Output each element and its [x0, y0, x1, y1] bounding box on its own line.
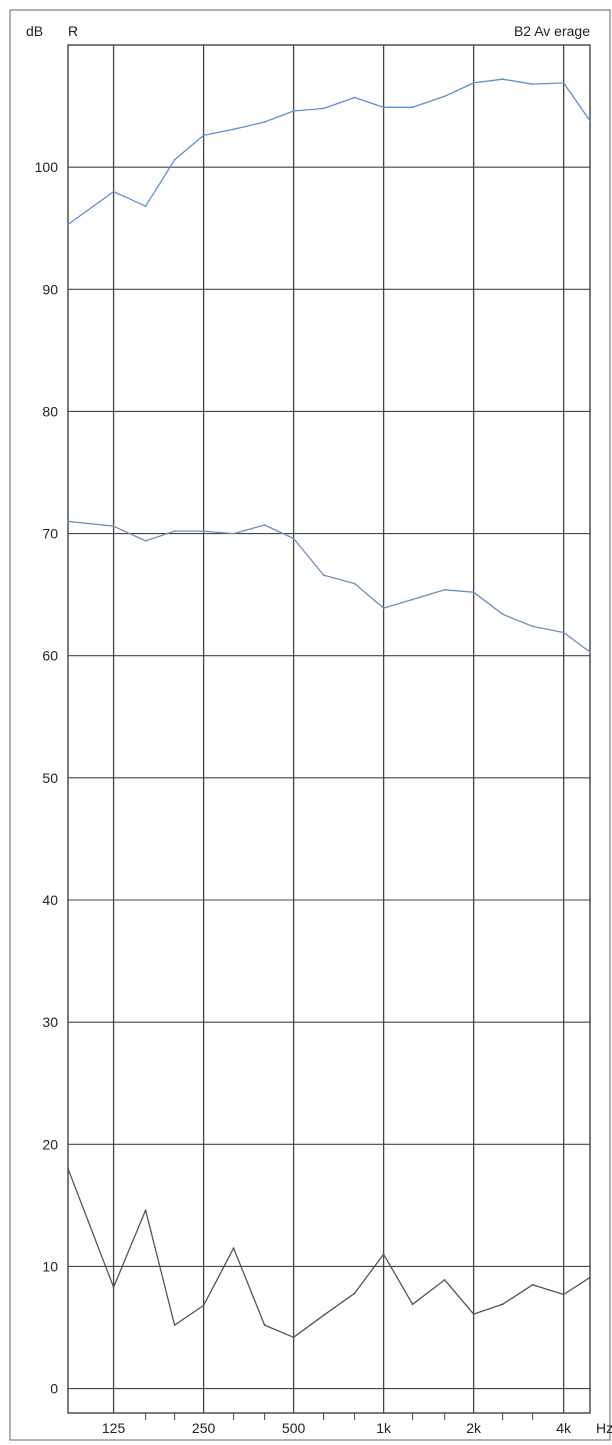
y-tick-label: 50 — [42, 770, 58, 786]
y-tick-label: 40 — [42, 892, 58, 908]
series-point — [144, 205, 147, 208]
x-unit-label: Hz — [596, 1420, 612, 1436]
series-point — [173, 530, 176, 533]
series-point — [501, 78, 504, 81]
outer-frame — [9, 9, 611, 1441]
series-point — [67, 223, 69, 226]
series-point — [531, 1283, 534, 1286]
series-point — [531, 625, 534, 628]
series-point — [232, 128, 235, 131]
y-tick-label: 60 — [42, 648, 58, 664]
y-tick-label: 100 — [35, 159, 59, 175]
series-point — [144, 540, 147, 542]
y-tick-label: 80 — [42, 403, 58, 419]
x-tick-label: 500 — [282, 1420, 306, 1436]
ear-label: R — [68, 23, 78, 39]
series-point — [562, 631, 565, 634]
x-tick-label: 2k — [466, 1420, 482, 1436]
grid — [68, 45, 590, 1413]
y-tick-label: 70 — [42, 526, 58, 542]
chart-title: B2 Av erage — [514, 23, 590, 39]
series-point — [112, 1286, 115, 1289]
series-point — [531, 83, 534, 85]
series-point — [411, 1303, 414, 1306]
x-tick-label: 250 — [192, 1420, 216, 1436]
series-point — [263, 121, 266, 123]
series-point — [443, 95, 446, 98]
series-point — [173, 158, 176, 161]
series-point — [382, 1253, 385, 1256]
series-point — [144, 1209, 147, 1212]
series-point — [112, 190, 115, 193]
x-minor-ticks — [145, 1413, 534, 1420]
series-point — [263, 1324, 266, 1326]
y-tick-label: 30 — [42, 1014, 58, 1030]
series-point — [589, 119, 591, 122]
x-tick-label: 125 — [102, 1420, 126, 1436]
x-tick-label: 1k — [376, 1420, 392, 1436]
series-point — [411, 106, 414, 109]
series-point — [263, 524, 266, 526]
series-point — [232, 532, 235, 535]
series-point — [472, 1313, 475, 1315]
x-tick-labels: 125 250 500 1k 2k 4k — [102, 1420, 572, 1436]
y-tick-label: 90 — [42, 281, 58, 297]
series-point — [67, 520, 69, 523]
series-point — [589, 651, 591, 653]
y-tick-label: 20 — [42, 1136, 58, 1152]
series-point — [353, 1292, 356, 1295]
series-point — [501, 1303, 504, 1306]
series-point — [382, 607, 385, 609]
series-line-2 — [67, 520, 591, 653]
series-group — [67, 78, 591, 1339]
series-line-3 — [67, 1168, 591, 1338]
series-point — [292, 1336, 295, 1339]
series-point — [501, 613, 504, 616]
plot-area-border — [67, 44, 591, 1414]
series-point — [292, 110, 295, 112]
series-point — [589, 1276, 591, 1279]
series-point — [322, 574, 325, 576]
series-point — [353, 582, 356, 585]
series-point — [173, 1324, 176, 1326]
y-tick-labels: 0 10 20 30 40 50 60 70 80 90 100 — [35, 159, 59, 1396]
series-point — [202, 530, 205, 533]
series-point — [382, 106, 385, 109]
series-point — [411, 598, 414, 601]
series-point — [202, 134, 205, 137]
series-point — [443, 1278, 446, 1281]
y-tick-label: 0 — [50, 1381, 58, 1397]
series-line-1 — [67, 78, 591, 226]
series-point — [562, 81, 565, 84]
series-point — [67, 1167, 69, 1170]
unit-label: dB — [26, 23, 43, 39]
series-point — [232, 1247, 235, 1250]
series-point — [472, 591, 475, 594]
series-point — [202, 1304, 205, 1307]
series-point — [443, 588, 446, 591]
series-point — [322, 1314, 325, 1317]
series-point — [353, 96, 356, 99]
series-point — [562, 1293, 565, 1296]
series-point — [472, 81, 475, 84]
series-point — [322, 107, 325, 110]
x-tick-label: 4k — [556, 1420, 572, 1436]
series-point — [292, 537, 295, 540]
y-tick-label: 10 — [42, 1258, 58, 1274]
series-point — [112, 525, 115, 528]
